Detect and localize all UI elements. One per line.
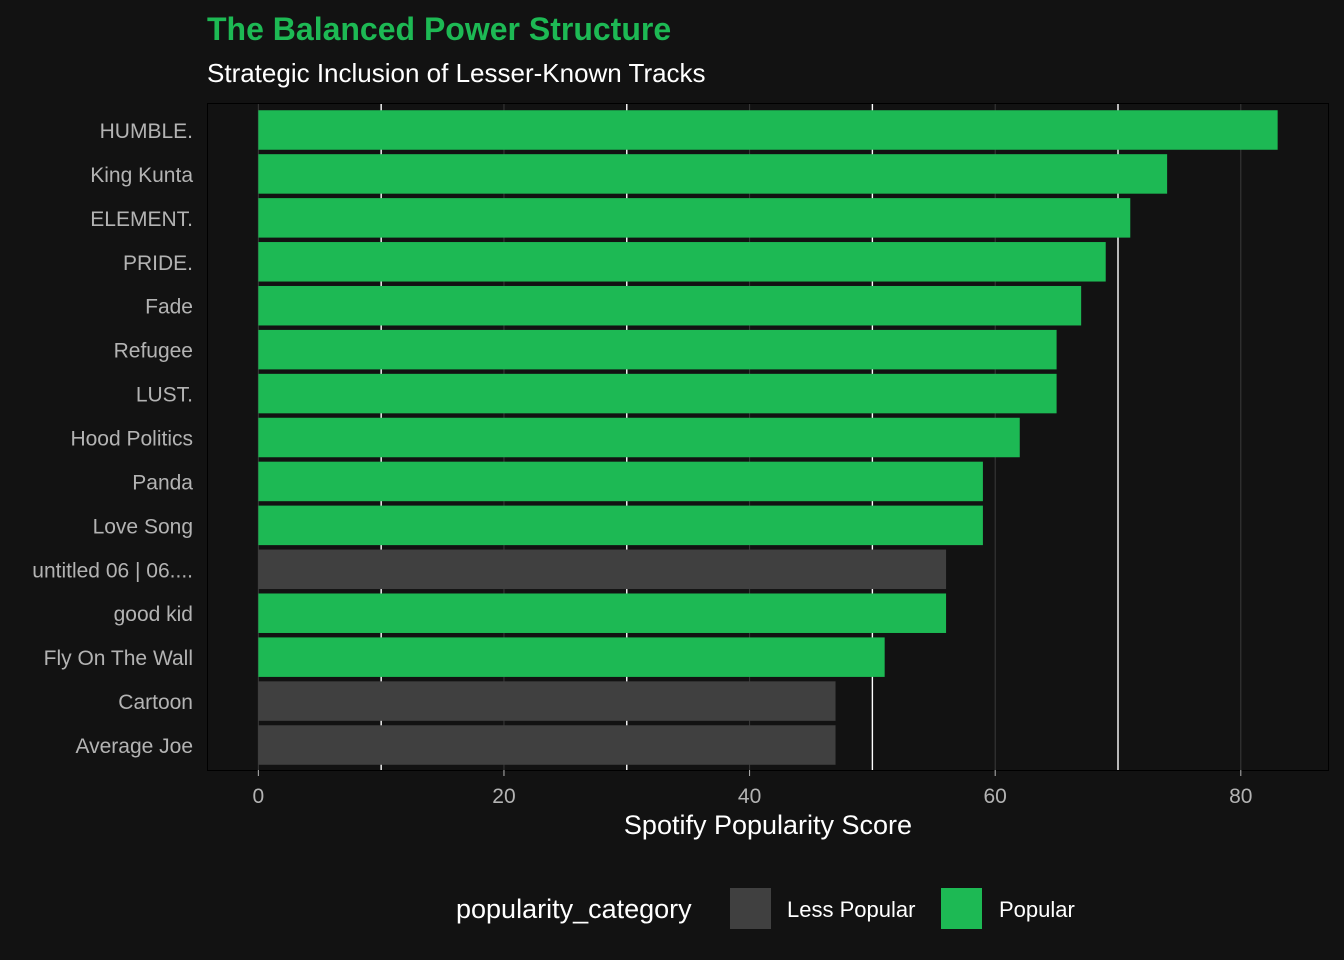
bar — [258, 329, 1057, 370]
bar — [258, 242, 1106, 282]
y-tick-label: ELEMENT. — [90, 208, 193, 231]
legend-label-popular: Popular — [999, 897, 1075, 922]
bar — [258, 637, 885, 677]
plot-panel-border — [207, 103, 1329, 771]
bar — [258, 681, 836, 721]
y-tick-label: Love Song — [93, 515, 193, 538]
y-tick-label: PRIDE. — [123, 252, 193, 275]
x-tick-label: 20 — [492, 785, 515, 808]
bar — [258, 505, 983, 546]
bar — [258, 593, 947, 633]
bars — [258, 110, 1278, 765]
x-axis-label: Spotify Popularity Score — [624, 810, 912, 840]
x-tick-label: 0 — [253, 785, 265, 808]
y-tick-label: Cartoon — [118, 691, 193, 714]
x-tick-label: 80 — [1229, 785, 1252, 808]
x-tick-label: 60 — [984, 785, 1007, 808]
x-axis-ticks: 0 20 40 60 80 — [253, 770, 1252, 808]
bar — [258, 198, 1131, 238]
y-tick-label: LUST. — [136, 384, 193, 407]
bar — [258, 373, 1057, 414]
chart-title: The Balanced Power Structure — [207, 11, 671, 47]
legend-key-less-popular — [730, 888, 771, 929]
bar — [258, 154, 1168, 194]
bar — [258, 417, 1020, 458]
y-tick-label: good kid — [114, 603, 193, 626]
y-tick-label: untitled 06 | 06.... — [32, 559, 193, 582]
bar — [258, 285, 1082, 326]
legend-title: popularity_category — [456, 894, 692, 924]
legend: popularity_category Less Popular Popular — [456, 888, 1075, 929]
y-tick-label: King Kunta — [90, 164, 193, 187]
y-tick-label: Panda — [132, 471, 193, 494]
bar — [258, 461, 983, 502]
legend-label-less-popular: Less Popular — [787, 897, 915, 922]
y-tick-label: Hood Politics — [70, 428, 193, 451]
y-tick-label: Fly On The Wall — [44, 647, 193, 670]
legend-key-popular — [941, 888, 982, 929]
y-tick-label: Average Joe — [75, 735, 193, 758]
chart-subtitle: Strategic Inclusion of Lesser-Known Trac… — [207, 58, 706, 88]
y-axis-ticks: HUMBLE. King Kunta ELEMENT. PRIDE. Fade Refug… — [32, 120, 193, 758]
bar — [258, 549, 947, 590]
bar — [258, 110, 1278, 150]
y-tick-label: Refugee — [114, 340, 193, 363]
x-tick-label: 40 — [738, 785, 761, 808]
y-tick-label: Fade — [145, 296, 193, 319]
bar — [258, 725, 836, 765]
y-tick-label: HUMBLE. — [100, 120, 193, 143]
